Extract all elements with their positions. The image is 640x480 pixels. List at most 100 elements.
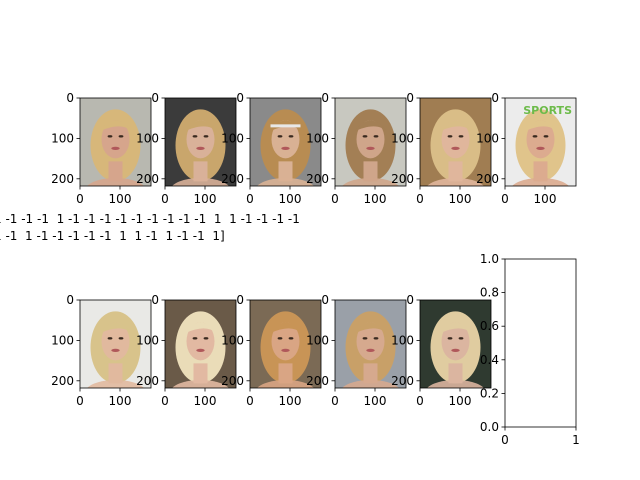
y-tick-label: 200 [136,374,159,388]
y-tick-label: 0.0 [480,420,499,434]
y-tick-label: 0 [321,293,329,307]
y-tick-label: 0.8 [480,286,499,300]
y-tick-label: 200 [306,172,329,186]
x-tick-label: 100 [279,394,302,408]
x-tick-label: 0 [331,394,339,408]
x-tick-label: 0 [161,394,169,408]
y-tick-label: 100 [136,131,159,145]
face-photo [335,300,406,388]
face-photo [250,98,321,186]
axes-frame [504,258,577,428]
y-tick-label: 100 [391,333,414,347]
y-tick-label: 0 [151,293,159,307]
x-tick-label: 0 [246,192,254,206]
face-photo [80,300,151,388]
y-tick-label: 100 [476,131,499,145]
x-tick-label: 1 [572,433,580,447]
face-photo [420,98,491,186]
y-tick-label: 0 [406,91,414,105]
axes-frame [249,97,322,187]
x-tick-label: 100 [534,192,557,206]
y-tick-label: 200 [51,374,74,388]
axes-frame [79,299,152,389]
y-tick-label: 0 [66,293,74,307]
y-tick-label: 0 [236,293,244,307]
y-tick-label: 0.4 [480,353,499,367]
x-tick-label: 100 [364,394,387,408]
face-photo [165,300,236,388]
face-photo [165,98,236,186]
y-tick-label: 100 [221,333,244,347]
axes-frame [164,97,237,187]
face-photo [420,300,491,388]
y-tick-label: 0 [66,91,74,105]
y-tick-label: 0 [151,91,159,105]
y-tick-label: 100 [306,131,329,145]
x-tick-label: 100 [109,192,132,206]
axes-frame [334,299,407,389]
y-tick-label: 100 [136,333,159,347]
x-tick-label: 0 [76,192,84,206]
y-tick-label: 0 [236,91,244,105]
axes-frame [419,97,492,187]
x-tick-label: 0 [416,394,424,408]
x-tick-label: 100 [449,394,472,408]
x-tick-label: 0 [501,433,509,447]
x-tick-label: 100 [364,192,387,206]
x-tick-label: 0 [246,394,254,408]
y-tick-label: 200 [136,172,159,186]
x-tick-label: 100 [194,394,217,408]
face-photo [250,300,321,388]
axes-frame [334,97,407,187]
y-tick-label: 100 [51,131,74,145]
y-tick-label: 100 [391,131,414,145]
y-tick-label: 200 [221,374,244,388]
y-tick-label: 200 [51,172,74,186]
axes-frame [79,97,152,187]
face-photo: SPORTS [505,98,576,186]
axes-frame [164,299,237,389]
x-tick-label: 0 [161,192,169,206]
x-tick-label: 0 [76,394,84,408]
x-tick-label: 0 [331,192,339,206]
x-tick-label: 0 [501,192,509,206]
empty-axes: 0.0 0.2 0.4 0.6 0.8 1.0 0 1 [480,252,580,447]
axes-frame [419,299,492,389]
y-tick-label: 0.2 [480,386,499,400]
x-tick-label: 100 [449,192,472,206]
y-tick-label: 200 [306,374,329,388]
x-tick-label: 100 [194,192,217,206]
x-tick-label: 0 [416,192,424,206]
y-tick-label: 0 [406,293,414,307]
y-tick-label: 0 [321,91,329,105]
y-tick-label: 200 [391,374,414,388]
y-tick-label: 200 [221,172,244,186]
y-tick-label: 200 [391,172,414,186]
array-output-line-1: 1 -1 -1 -1 1 -1 -1 -1 -1 -1 -1 -1 -1 -1 … [0,212,300,226]
array-output-line-2: 1 -1 1 -1 -1 -1 -1 -1 1 1 -1 1 -1 -1 1] [0,229,225,243]
x-tick-label: 100 [279,192,302,206]
y-tick-label: 0.6 [480,319,499,333]
axes-frame [249,299,322,389]
y-tick-label: 0 [491,91,499,105]
face-photo [80,98,151,186]
y-tick-label: 100 [51,333,74,347]
backdrop-logo-text: SPORTS [523,104,572,117]
x-tick-label: 100 [109,394,132,408]
y-tick-label: 100 [306,333,329,347]
y-tick-label: 1.0 [480,252,499,266]
face-photo [335,98,406,186]
axes-frame [504,97,577,187]
